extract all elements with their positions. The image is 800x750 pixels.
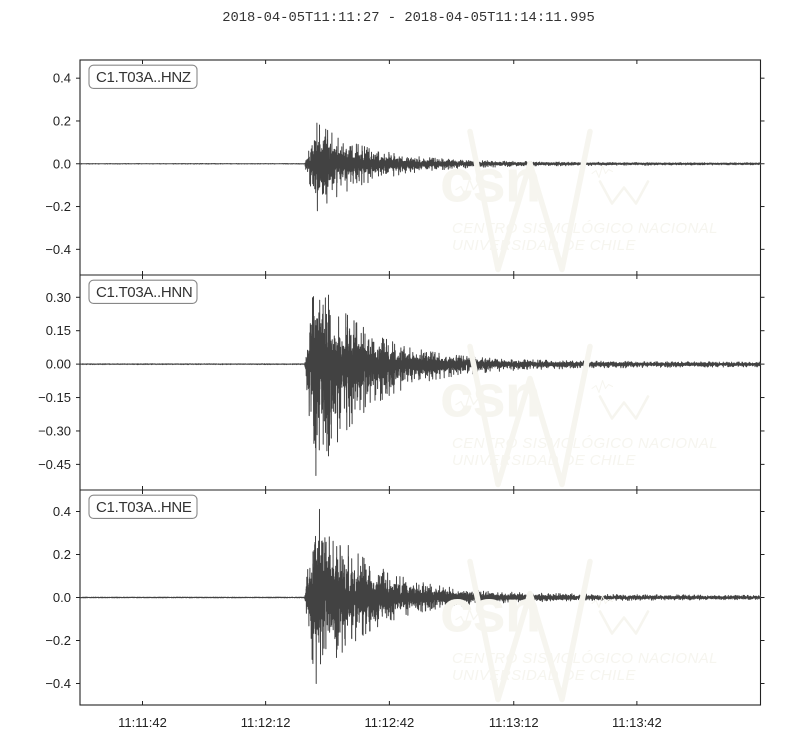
svg-text:−0.15: −0.15 [38,390,71,405]
svg-text:11:13:12: 11:13:12 [489,715,539,730]
svg-text:0.0: 0.0 [53,156,71,171]
svg-text:−0.45: −0.45 [38,457,71,472]
svg-text:0.15: 0.15 [46,323,71,338]
svg-text:−0.4: −0.4 [45,676,71,691]
svg-text:2018-04-05T11:11:27 - 2018-0: 2018-04-05T11:11:27 - 2018-04-05T11:14:1… [222,11,595,26]
svg-text:C1.T03A..HNE: C1.T03A..HNE [96,499,192,516]
svg-text:0.2: 0.2 [53,113,71,128]
svg-text:11:12:12: 11:12:12 [241,715,291,730]
svg-text:−0.2: −0.2 [45,633,71,648]
svg-text:0.2: 0.2 [53,547,71,562]
svg-text:UNIVERSIDAD DE CHILE: UNIVERSIDAD DE CHILE [452,452,636,469]
svg-text:CENTRO SISMOLÓGICO NACIONAL: CENTRO SISMOLÓGICO NACIONAL [452,650,718,667]
svg-text:UNIVERSIDAD DE CHILE: UNIVERSIDAD DE CHILE [452,667,636,684]
svg-text:11:11:42: 11:11:42 [118,715,167,730]
svg-text:0.30: 0.30 [46,290,71,305]
svg-text:C1.T03A..HNZ: C1.T03A..HNZ [96,69,191,86]
svg-text:11:12:42: 11:12:42 [365,715,415,730]
svg-text:0.4: 0.4 [53,504,71,519]
svg-text:CENTRO SISMOLÓGICO NACIONAL: CENTRO SISMOLÓGICO NACIONAL [452,435,718,452]
svg-text:0.0: 0.0 [53,590,71,605]
svg-text:C1.T03A..HNN: C1.T03A..HNN [96,284,192,301]
svg-text:0.00: 0.00 [46,357,71,372]
svg-text:−0.30: −0.30 [38,423,71,438]
svg-text:UNIVERSIDAD DE CHILE: UNIVERSIDAD DE CHILE [452,237,636,254]
svg-text:0.4: 0.4 [53,71,71,86]
svg-text:CENTRO SISMOLÓGICO NACIONAL: CENTRO SISMOLÓGICO NACIONAL [452,220,718,237]
svg-text:−0.4: −0.4 [45,242,71,257]
svg-text:−0.2: −0.2 [45,199,71,214]
svg-text:11:13:42: 11:13:42 [612,715,662,730]
